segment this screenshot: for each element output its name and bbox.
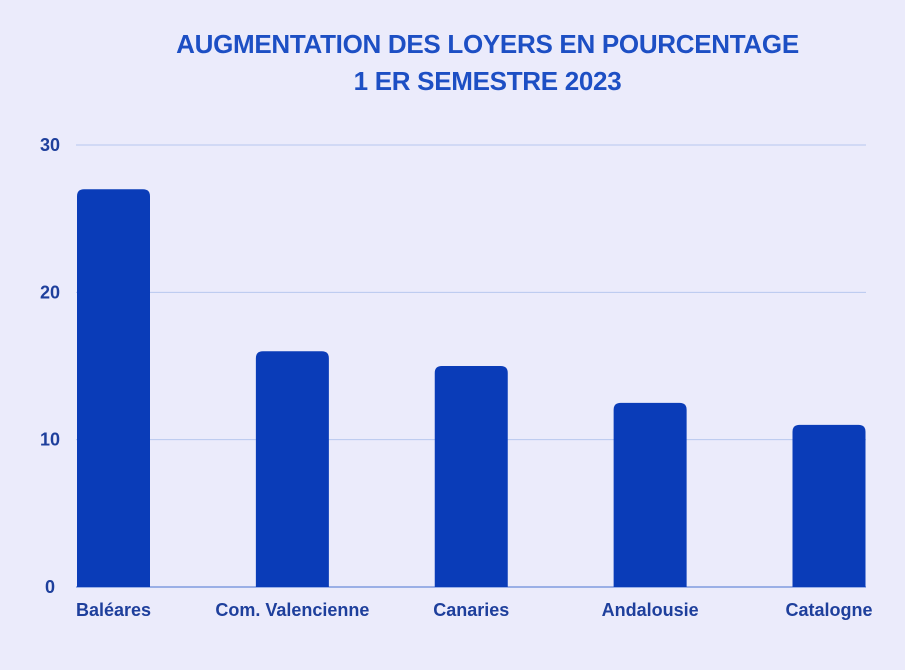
x-category-label: Canaries	[433, 600, 509, 620]
chart-title-block: AUGMENTATION DES LOYERS EN POURCENTAGE 1…	[0, 26, 905, 100]
y-tick-label: 0	[45, 577, 55, 597]
x-category-label: Com. Valencienne	[215, 600, 369, 620]
chart-title: AUGMENTATION DES LOYERS EN POURCENTAGE	[176, 29, 799, 59]
bar-3	[613, 402, 687, 587]
y-tick-label: 10	[40, 430, 60, 450]
y-tick-label: 30	[40, 135, 60, 155]
x-category-label: Andalousie	[602, 600, 699, 620]
x-category-label: Baléares	[76, 600, 151, 620]
y-tick-label: 20	[40, 282, 60, 302]
bar-2	[434, 366, 508, 587]
bar-4	[792, 424, 866, 587]
bar-0	[77, 189, 150, 587]
chart-subtitle: 1 ER SEMESTRE 2023	[353, 66, 622, 96]
x-category-label: Catalogne	[785, 600, 872, 620]
bar-1	[255, 351, 329, 587]
